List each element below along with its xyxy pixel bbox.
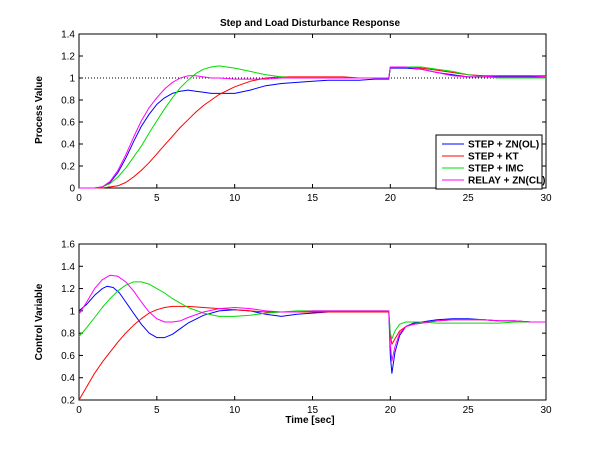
legend-label: STEP + ZN(OL) — [468, 140, 539, 151]
x-tick-label: 25 — [463, 405, 475, 416]
y-tick-label: 1.4 — [61, 30, 75, 41]
y-tick-label: 1.4 — [61, 262, 75, 273]
plot-area: 0 5 10 15 20 25 30 0.2 0.4 0.6 0.8 1 1.2 1.4 1.6 — [61, 240, 552, 417]
x-tick-label: 10 — [229, 193, 241, 204]
legend-label: STEP + KT — [468, 152, 519, 163]
y-tick-label: 1.2 — [61, 52, 75, 63]
process-value-chart: Step and Load Disturbance Response 0 5 10 1… — [34, 18, 552, 204]
y-tick-label: 0.4 — [61, 373, 75, 384]
y-tick-label: 0.4 — [61, 140, 75, 151]
x-tick-label: 15 — [307, 405, 319, 416]
y-tick-label: 0.6 — [61, 118, 75, 129]
x-tick-label: 30 — [540, 193, 552, 204]
y-tick-label: 0.2 — [61, 396, 75, 407]
y-tick-label: 0.8 — [61, 96, 75, 107]
x-tick-label: 20 — [385, 193, 397, 204]
series-line-step-zn-ol — [78, 285, 546, 374]
plot-area: 0 5 10 15 20 25 30 0 0.2 0.4 0.6 0.8 1 1.2 1.4 — [61, 30, 552, 205]
y-tick-label: 1.2 — [61, 284, 75, 295]
legend-label: STEP + IMC — [468, 164, 524, 175]
series-line-step-imc — [78, 281, 546, 340]
x-tick-label: 0 — [76, 405, 82, 416]
y-axis-label: Process Value — [34, 76, 45, 144]
x-tick-label: 25 — [463, 193, 475, 204]
y-tick-label: 0.2 — [61, 162, 75, 173]
y-tick-label: 0 — [69, 184, 75, 195]
y-tick-label: 0.6 — [61, 351, 75, 362]
y-tick-label: 0.8 — [61, 329, 75, 340]
x-tick-label: 10 — [229, 405, 241, 416]
y-axis-label: Control Variable — [34, 283, 45, 360]
legend-label: RELAY + ZN(CL) — [468, 176, 546, 187]
x-tick-label: 5 — [154, 405, 160, 416]
series-line-relay-zn-cl — [79, 66, 547, 189]
x-axis-label: Time [sec] — [285, 415, 334, 426]
series-line-step-kt — [79, 66, 546, 189]
control-variable-chart: 0 5 10 15 20 25 30 0.2 0.4 0.6 0.8 1 1.2 1.4 1.6 Contr… — [34, 240, 552, 427]
x-tick-label: 30 — [540, 405, 552, 416]
y-tick-label: 1 — [69, 74, 75, 85]
x-tick-label: 15 — [307, 193, 319, 204]
series-line-relay-zn-cl — [78, 274, 546, 362]
chart-title: Step and Load Disturbance Response — [220, 18, 400, 29]
y-tick-label: 1.6 — [61, 240, 75, 251]
series-line-step-imc — [79, 65, 546, 189]
y-tick-label: 1 — [69, 306, 75, 317]
x-tick-label: 5 — [154, 193, 160, 204]
plot-frame — [78, 243, 547, 401]
x-tick-label: 20 — [385, 405, 397, 416]
x-tick-label: 0 — [76, 193, 82, 204]
